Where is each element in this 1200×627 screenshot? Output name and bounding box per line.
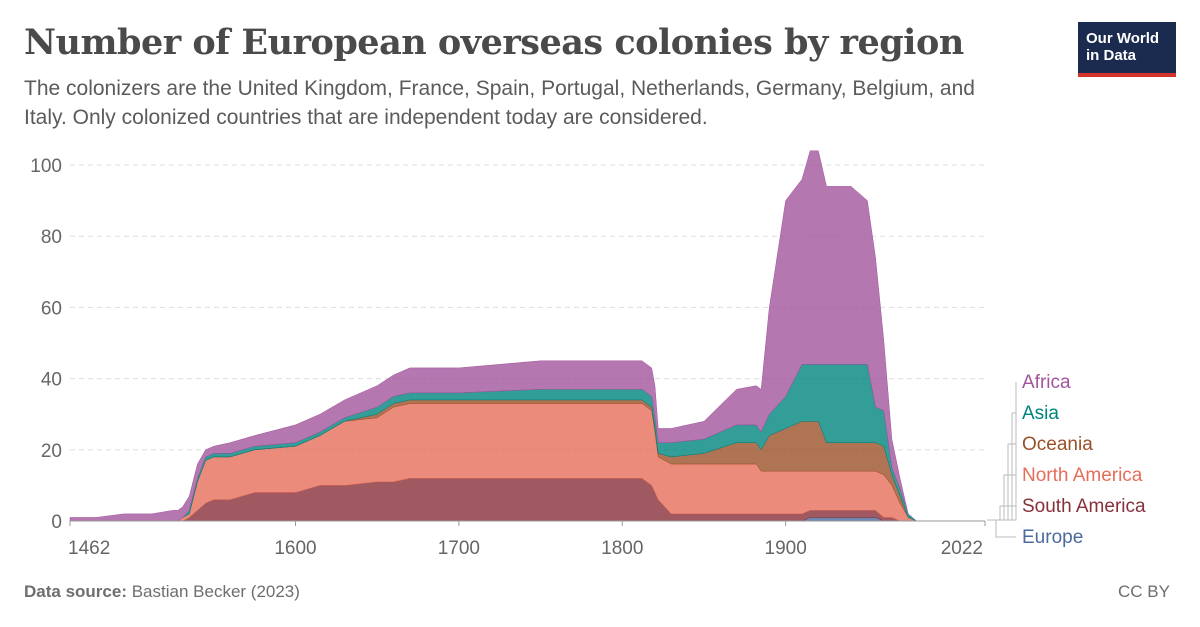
data-source: Data source: Bastian Becker (2023) <box>24 582 300 602</box>
license-label[interactable]: CC BY <box>1118 582 1170 601</box>
legend-label-europe: Europe <box>1022 527 1083 548</box>
x-tick-label-1600: 1600 <box>274 538 316 559</box>
data-source-text: Bastian Becker (2023) <box>131 582 300 601</box>
y-tick-label-100: 100 <box>30 156 62 177</box>
x-tick-label-1462: 1462 <box>68 538 110 559</box>
logo-line-2: in Data <box>1086 47 1137 64</box>
legend-label-africa: Africa <box>1022 372 1071 393</box>
legend-label-south-america: South America <box>1022 496 1146 517</box>
y-tick-label-60: 60 <box>41 298 62 319</box>
y-tick-label-40: 40 <box>41 370 62 391</box>
owid-logo[interactable]: Our World in Data <box>1078 22 1176 77</box>
legend-label-north-america: North America <box>1022 465 1143 486</box>
legend-connector-asia <box>987 412 1016 521</box>
y-tick-label-20: 20 <box>41 441 62 462</box>
legend-label-asia: Asia <box>1022 403 1059 424</box>
chart-subtitle: The colonizers are the United Kingdom, F… <box>24 77 975 129</box>
x-tick-label-2022: 2022 <box>941 538 983 559</box>
legend-label-oceania: Oceania <box>1022 434 1093 455</box>
x-tick-label-1900: 1900 <box>765 538 807 559</box>
x-tick-label-1700: 1700 <box>438 538 480 559</box>
legend-connector-europe <box>987 519 1016 538</box>
logo-line-1: Our World <box>1086 30 1160 47</box>
x-tick-label-1800: 1800 <box>601 538 643 559</box>
data-source-label: Data source: <box>24 582 127 601</box>
y-tick-label-80: 80 <box>41 227 62 248</box>
y-tick-label-0: 0 <box>51 512 62 533</box>
chart-title: Number of European overseas colonies by … <box>24 22 964 63</box>
